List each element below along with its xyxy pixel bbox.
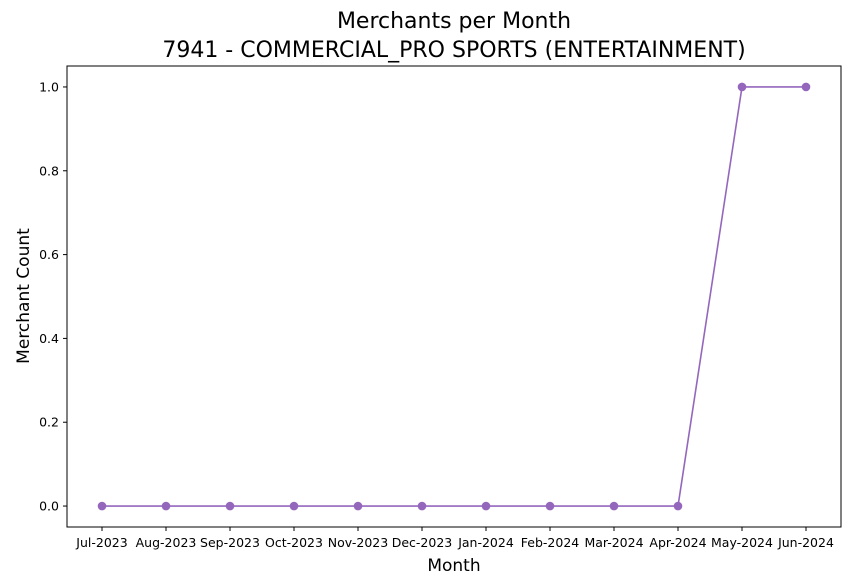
x-tick-label: Apr-2024 <box>649 535 706 550</box>
data-point <box>481 501 491 511</box>
x-tick-label: May-2024 <box>711 535 773 550</box>
data-point <box>737 82 747 92</box>
data-point <box>161 501 171 511</box>
data-point <box>289 501 299 511</box>
x-tick-label: Jan-2024 <box>457 535 514 550</box>
y-tick-label: 0.2 <box>39 415 59 430</box>
y-tick-label: 1.0 <box>39 79 59 94</box>
x-tick-label: Mar-2024 <box>584 535 643 550</box>
data-point <box>97 501 107 511</box>
series-line <box>102 86 806 507</box>
y-tick-label: 0.6 <box>39 247 59 262</box>
y-tick-label: 0.8 <box>39 163 59 178</box>
data-point <box>545 501 555 511</box>
x-tick-label: Jun-2024 <box>777 535 834 550</box>
y-axis-label: Merchant Count <box>14 228 34 364</box>
chart-subtitle: 7941 - COMMERCIAL_PRO SPORTS (ENTERTAINM… <box>162 38 745 63</box>
x-tick-label: Nov-2023 <box>328 535 388 550</box>
x-tick-label: Dec-2023 <box>392 535 453 550</box>
x-tick-label: Jul-2023 <box>75 535 127 550</box>
data-point <box>225 501 235 511</box>
x-axis-label: Month <box>427 556 480 576</box>
data-point <box>353 501 363 511</box>
data-point <box>801 82 811 92</box>
chart-title: Merchants per Month <box>337 9 571 34</box>
y-tick-label: 0.0 <box>39 499 59 514</box>
x-tick-label: Sep-2023 <box>200 535 260 550</box>
axes-frame <box>66 65 842 528</box>
x-tick-label: Oct-2023 <box>265 535 323 550</box>
data-point <box>609 501 619 511</box>
data-point <box>417 501 427 511</box>
x-tick-label: Aug-2023 <box>136 535 197 550</box>
y-tick-label: 0.4 <box>39 331 59 346</box>
plot-area: 0.0 0.2 0.4 0.6 0.8 1.0 Jul-2023 Aug-2023 Sep-20… <box>39 65 842 550</box>
x-tick-label: Feb-2024 <box>521 535 580 550</box>
data-point <box>673 501 683 511</box>
